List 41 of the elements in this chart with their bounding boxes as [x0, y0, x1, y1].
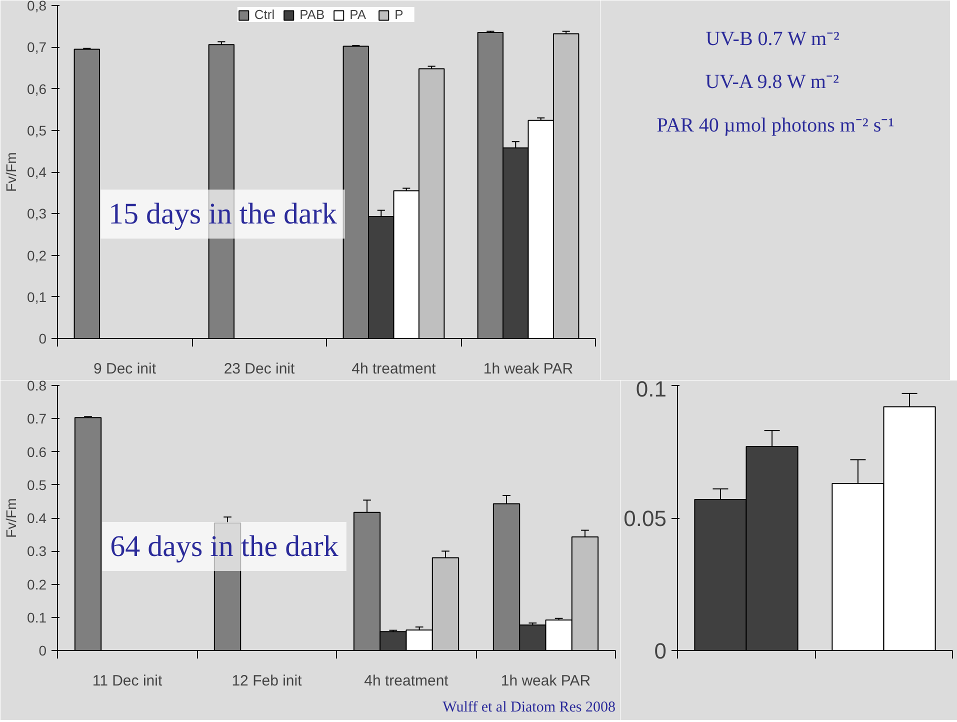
legend-label: PA [350, 7, 368, 22]
legend-label: Ctrl [254, 7, 275, 22]
y-tick-label: 0.5 [27, 476, 47, 493]
y-tick-label: 0,7 [27, 39, 47, 56]
y-tick-label: 0.2 [27, 576, 47, 592]
y-axis-title: Fv/Fm [3, 152, 20, 192]
x-tick-label: 9 Dec init [93, 360, 157, 378]
y-tick-label: 0.3 [27, 543, 47, 560]
y-tick-label: 0 [38, 642, 47, 658]
y-tick-label: 0,8 [27, 0, 47, 14]
y-tick-label: 0 [38, 330, 47, 346]
x-tick-label: 4h treatment [364, 672, 450, 690]
y-tick-label: 0 [654, 638, 667, 664]
y-tick-label: 0,1 [27, 288, 47, 305]
y-tick-label: 0,6 [27, 80, 47, 97]
y-tick-label: 0.4 [27, 510, 47, 526]
y-tick-label: 0.8 [27, 378, 47, 394]
annotation: 64 days in the dark [110, 530, 338, 563]
x-tick-label: 11 Dec init [92, 672, 163, 690]
y-axis-title: Fv/Fm [3, 498, 20, 538]
y-tick-label: 0.7 [27, 410, 47, 427]
y-tick-label: 0.05 [624, 506, 667, 531]
y-tick-label: 0,4 [27, 164, 47, 180]
x-tick-label: 4h treatment [352, 360, 437, 378]
x-tick-label: 1h weak PAR [500, 672, 591, 690]
legend-label: PAB [300, 7, 325, 22]
y-tick-label: 0,5 [27, 122, 47, 138]
y-tick-label: 0.6 [27, 444, 47, 460]
text: PAR 40 µmol photons m⁻² s⁻¹ [656, 114, 894, 136]
y-tick-label: 0,3 [27, 206, 47, 222]
text: UV-A 9.8 W m⁻² [705, 71, 839, 94]
x-tick-label: 23 Dec init [224, 360, 296, 378]
text: UV-B 0.7 W m⁻² [706, 28, 840, 50]
x-tick-label: 1h weak PAR [483, 360, 574, 378]
annotation: 15 days in the dark [108, 198, 337, 231]
text: Wulff et al Diatom Res 2008 [442, 700, 616, 716]
y-tick-label: 0.1 [27, 609, 47, 626]
y-tick-label: 0,2 [27, 247, 47, 264]
x-tick-label: 12 Feb init [232, 672, 303, 690]
legend-label: P [394, 7, 404, 22]
y-tick-label: 0.1 [636, 376, 667, 402]
